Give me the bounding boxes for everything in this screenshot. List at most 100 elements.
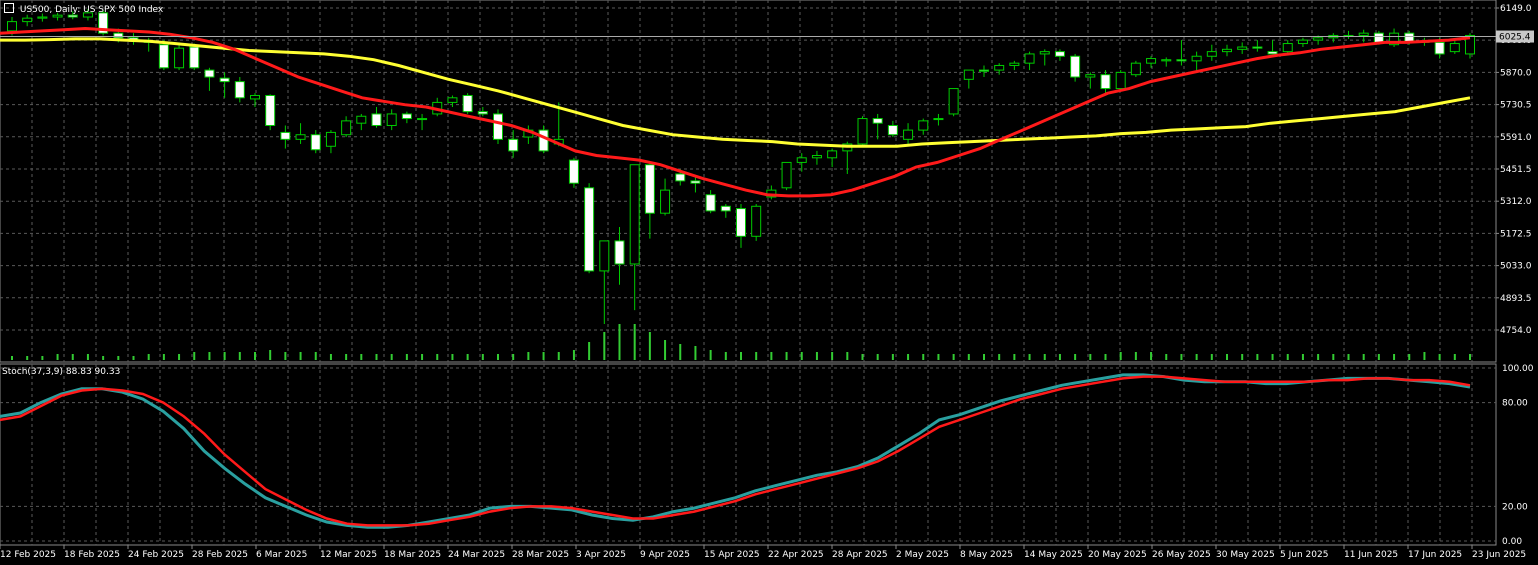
candle-body [1222,48,1232,53]
ma-fast-line [0,26,1471,198]
stoch-tick-label: 80.00 [1502,399,1528,409]
candle-body [614,240,625,265]
candle-body [113,32,124,39]
candle-body [1191,55,1202,62]
candle-body [1054,51,1065,57]
candle-body [1313,37,1324,41]
price-tick-label: 6149.0 [1500,4,1532,14]
candle-body [447,97,458,103]
candle-body [1389,32,1400,46]
candle-body [1252,46,1263,49]
candle-body [887,124,898,136]
stoch-tick-label: 20.00 [1502,502,1528,512]
stoch-signal-line [0,375,1471,527]
candle-body [736,208,746,237]
symbol-label: US500, Daily: [19,5,81,15]
candle-body [417,118,428,121]
candle-body [1206,51,1217,57]
date-tick-label: 20 May 2025 [1088,550,1147,560]
date-tick-label: 23 Jun 2025 [1472,550,1526,560]
date-tick-label: 26 May 2025 [1152,550,1211,560]
candle-body [7,21,17,32]
candle-body [1085,74,1096,78]
candle-body [22,17,33,23]
date-tick-label: 18 Feb 2025 [64,550,120,560]
candle-body [82,12,93,18]
candle-body [1176,59,1187,62]
symbol-description: US SPX 500 Index [83,5,164,15]
date-tick-label: 2 May 2025 [896,550,949,560]
date-tick-label: 22 Apr 2025 [768,550,824,560]
candle-body [67,14,78,18]
candle-body [629,164,640,265]
candle-body [1297,39,1308,45]
candle-body [174,47,185,69]
current-price-box [1496,30,1534,43]
candle-body [599,240,610,272]
date-tick-label: 17 Jun 2025 [1408,550,1462,560]
stoch-tick-label: 100.00 [1502,364,1534,374]
stoch-tick-label: 0.00 [1502,537,1522,547]
date-tick-label: 28 Feb 2025 [192,550,248,560]
candle-body [933,118,944,121]
candle-body [1146,58,1157,64]
ma-slow-line [0,37,1471,148]
candle-body [1373,32,1384,43]
candle-body [538,129,549,152]
date-tick-label: 14 May 2025 [1024,550,1083,560]
candle-body [158,44,169,69]
candle-body [903,129,914,140]
candle-body [265,94,276,126]
candle-body [720,205,731,212]
candle-body [325,131,336,147]
candle-body [872,118,883,124]
candle-body [234,81,245,99]
date-tick-label: 28 Mar 2025 [512,550,569,560]
date-tick-label: 5 Jun 2025 [1280,550,1328,560]
chart-header: US500, Daily: US SPX 500 Index [4,3,163,15]
candle-body [493,113,503,140]
candle-body [52,14,63,18]
candle-body [705,194,716,212]
candle-body [401,113,412,120]
date-tick-label: 11 Jun 2025 [1344,550,1398,560]
price-tick-label: 5312.0 [1500,197,1532,207]
candle-body [1024,53,1035,64]
candle-body [508,138,519,152]
chart-window-icon[interactable] [4,3,14,13]
date-tick-label: 15 Apr 2025 [704,550,760,560]
date-tick-label: 28 Apr 2025 [832,550,888,560]
price-tick-label: 5451.5 [1500,165,1532,175]
price-tick-label: 4893.5 [1500,294,1532,304]
date-tick-label: 24 Mar 2025 [448,550,505,560]
candle-body [37,16,48,19]
date-tick-label: 6 Mar 2025 [256,550,307,560]
price-tick-label: 5870.0 [1500,68,1532,78]
candle-body [1100,74,1111,90]
candle-body [1009,62,1020,66]
candle-body [1358,32,1369,36]
main-pane-border [0,0,1497,363]
candle-body [477,111,488,115]
candle-body [1237,46,1248,50]
stoch-label: Stoch(37,3,9) 88.83 90.33 [2,367,121,377]
candle-body [295,134,306,140]
candle-body [280,131,291,140]
candle-body [690,180,701,184]
candle-body [1465,34,1475,55]
date-tick-label: 24 Feb 2025 [128,550,184,560]
candle-body [963,69,974,80]
candle-body [1039,51,1050,55]
candle-body [584,187,595,272]
candle-body [979,69,989,72]
price-tick-label: 5730.5 [1500,101,1532,111]
candle-body [796,157,807,163]
candle-body [462,94,473,113]
candle-body [1267,51,1278,55]
date-tick-label: 12 Mar 2025 [320,550,377,560]
stoch-header: Stoch(37,3,9) 88.83 90.33 [2,367,120,377]
candle-body [568,159,579,184]
candle-body [994,64,1005,71]
candle-body [1282,43,1293,53]
